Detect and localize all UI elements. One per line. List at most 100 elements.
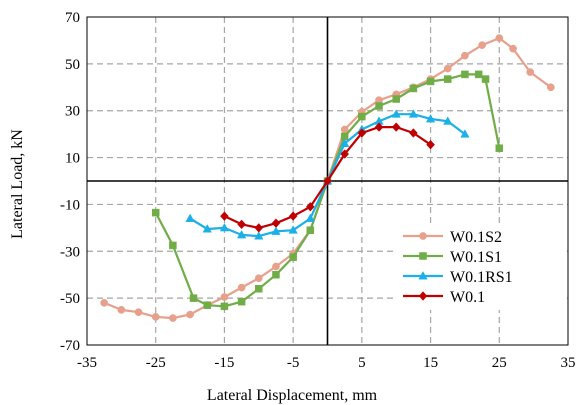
series-line [154, 73, 501, 308]
data-point [254, 231, 264, 240]
x-axis-label: Lateral Displacement, mm [207, 387, 378, 404]
data-point [461, 51, 469, 60]
data-point [237, 283, 246, 292]
data-point [391, 109, 401, 118]
legend-label: W0.1S1 [450, 249, 502, 266]
data-point [219, 222, 230, 232]
data-point [272, 262, 280, 271]
data-point [254, 223, 264, 233]
legend-entry: W0.1S1 [403, 249, 502, 266]
legend-label: W0.1S2 [450, 229, 502, 246]
data-point [374, 122, 384, 132]
x-tick-label: -35 [77, 355, 97, 371]
data-point [408, 109, 419, 118]
data-point [358, 112, 366, 121]
x-tick-label: -25 [146, 355, 166, 371]
data-point [220, 293, 229, 301]
data-point [237, 219, 246, 230]
data-point [509, 44, 517, 53]
y-tick-label: -50 [60, 291, 80, 307]
legend-label: W0.1 [450, 289, 485, 306]
data-point [392, 95, 400, 103]
legend-entry: W0.1RS1 [403, 269, 513, 286]
data-point [185, 213, 195, 222]
data-point [117, 306, 126, 314]
legend-marker [419, 232, 427, 240]
data-point [220, 302, 229, 311]
series-group [100, 34, 555, 322]
data-point [340, 138, 350, 147]
x-tick-label: -5 [287, 355, 300, 371]
data-point [151, 208, 160, 217]
data-point [254, 274, 263, 283]
x-tick-label: 5 [358, 355, 366, 371]
data-point [409, 128, 418, 138]
legend-entry: W0.1S2 [403, 229, 502, 246]
y-tick-label: 70 [65, 10, 80, 26]
data-point [306, 226, 315, 234]
data-point [443, 64, 452, 73]
x-tick-label: -15 [214, 355, 234, 371]
legend: W0.1S2 W0.1S1 W0.1RS1 W0.1 [393, 224, 566, 310]
legend-marker [418, 291, 428, 301]
data-point [236, 229, 247, 239]
data-point [255, 285, 263, 293]
data-point [271, 226, 281, 235]
data-point [425, 113, 436, 123]
data-point [357, 128, 367, 138]
y-tick-label: 50 [65, 57, 80, 73]
data-point [426, 77, 435, 86]
data-point [426, 139, 435, 150]
data-point [289, 253, 297, 261]
y-tick-label: 10 [65, 151, 80, 167]
data-point [169, 241, 177, 250]
data-point [478, 41, 486, 49]
data-point [474, 70, 483, 79]
data-point [288, 211, 298, 221]
series-w0-1s1 [151, 70, 504, 311]
data-point [202, 224, 212, 233]
data-point [460, 129, 470, 138]
data-point [546, 83, 555, 92]
legend-label: W0.1RS1 [450, 269, 513, 286]
data-point [237, 297, 246, 306]
x-tick-label: 15 [423, 355, 438, 371]
data-point [444, 75, 452, 83]
data-point [481, 75, 490, 83]
data-point [495, 34, 504, 42]
data-point [186, 310, 194, 319]
x-tick-label: 25 [492, 355, 507, 371]
data-point [461, 70, 469, 79]
data-point [495, 144, 504, 152]
data-point [134, 308, 143, 317]
data-point [443, 116, 453, 125]
data-point [375, 102, 383, 110]
y-tick-label: -10 [60, 197, 80, 213]
y-tick-label: 30 [65, 104, 80, 120]
x-tick-label: 35 [561, 355, 576, 371]
data-point [169, 314, 177, 322]
data-point [100, 298, 109, 307]
data-point [305, 201, 315, 212]
data-point [305, 213, 315, 222]
data-point [203, 301, 211, 309]
data-point [526, 68, 535, 76]
data-point [220, 211, 229, 221]
data-point [323, 176, 332, 186]
legend-entry: W0.1 [403, 289, 485, 306]
data-point [271, 218, 281, 228]
y-tick-label: -30 [60, 244, 80, 260]
tick-labels: -35 -25 -15 -5 5 15 25 35 -70 -50 -30 -10 10 30 50 70 [60, 10, 576, 371]
data-point [151, 313, 160, 321]
data-point [189, 294, 198, 302]
y-tick-label: -70 [60, 338, 80, 354]
legend-marker [419, 252, 427, 260]
data-point [340, 149, 350, 159]
data-point [272, 270, 280, 279]
series-w0-1 [220, 122, 435, 233]
data-point [409, 84, 418, 93]
data-point [288, 225, 298, 234]
legend-marker [418, 271, 428, 280]
y-axis-label: Lateral Load, kN [9, 129, 26, 239]
